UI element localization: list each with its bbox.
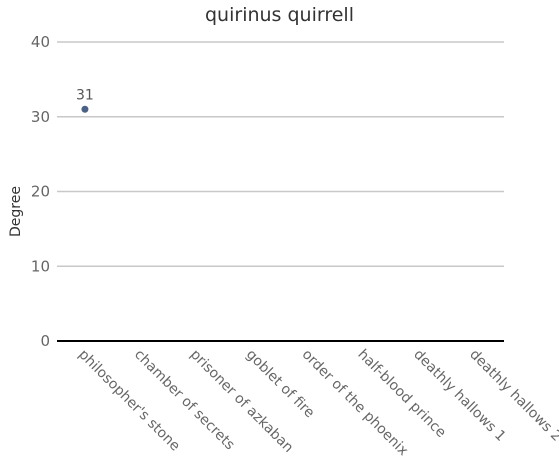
x-tick-label: deathly hallows 2 bbox=[466, 347, 559, 445]
y-tick-label: 30 bbox=[31, 108, 50, 126]
x-tick-label: deathly hallows 1 bbox=[410, 347, 508, 445]
y-tick-label: 20 bbox=[31, 183, 50, 201]
grid-lines bbox=[57, 42, 504, 341]
data-label: 31 bbox=[76, 87, 94, 103]
y-axis-title: Degree bbox=[8, 186, 24, 237]
y-tick-label: 0 bbox=[40, 332, 50, 350]
x-tick-label: order of the phoenix bbox=[299, 347, 412, 460]
x-tick-label: philosopher's stone bbox=[75, 347, 183, 455]
y-tick-label: 40 bbox=[31, 33, 50, 51]
data-points: 31 bbox=[76, 87, 94, 113]
y-tick-label: 10 bbox=[31, 257, 50, 275]
x-tick-label: prisoner of azkaban bbox=[187, 347, 296, 456]
data-point bbox=[81, 106, 88, 113]
x-tick-label: chamber of secrets bbox=[131, 347, 238, 454]
y-tick-labels: 0 10 20 30 40 bbox=[31, 33, 50, 350]
